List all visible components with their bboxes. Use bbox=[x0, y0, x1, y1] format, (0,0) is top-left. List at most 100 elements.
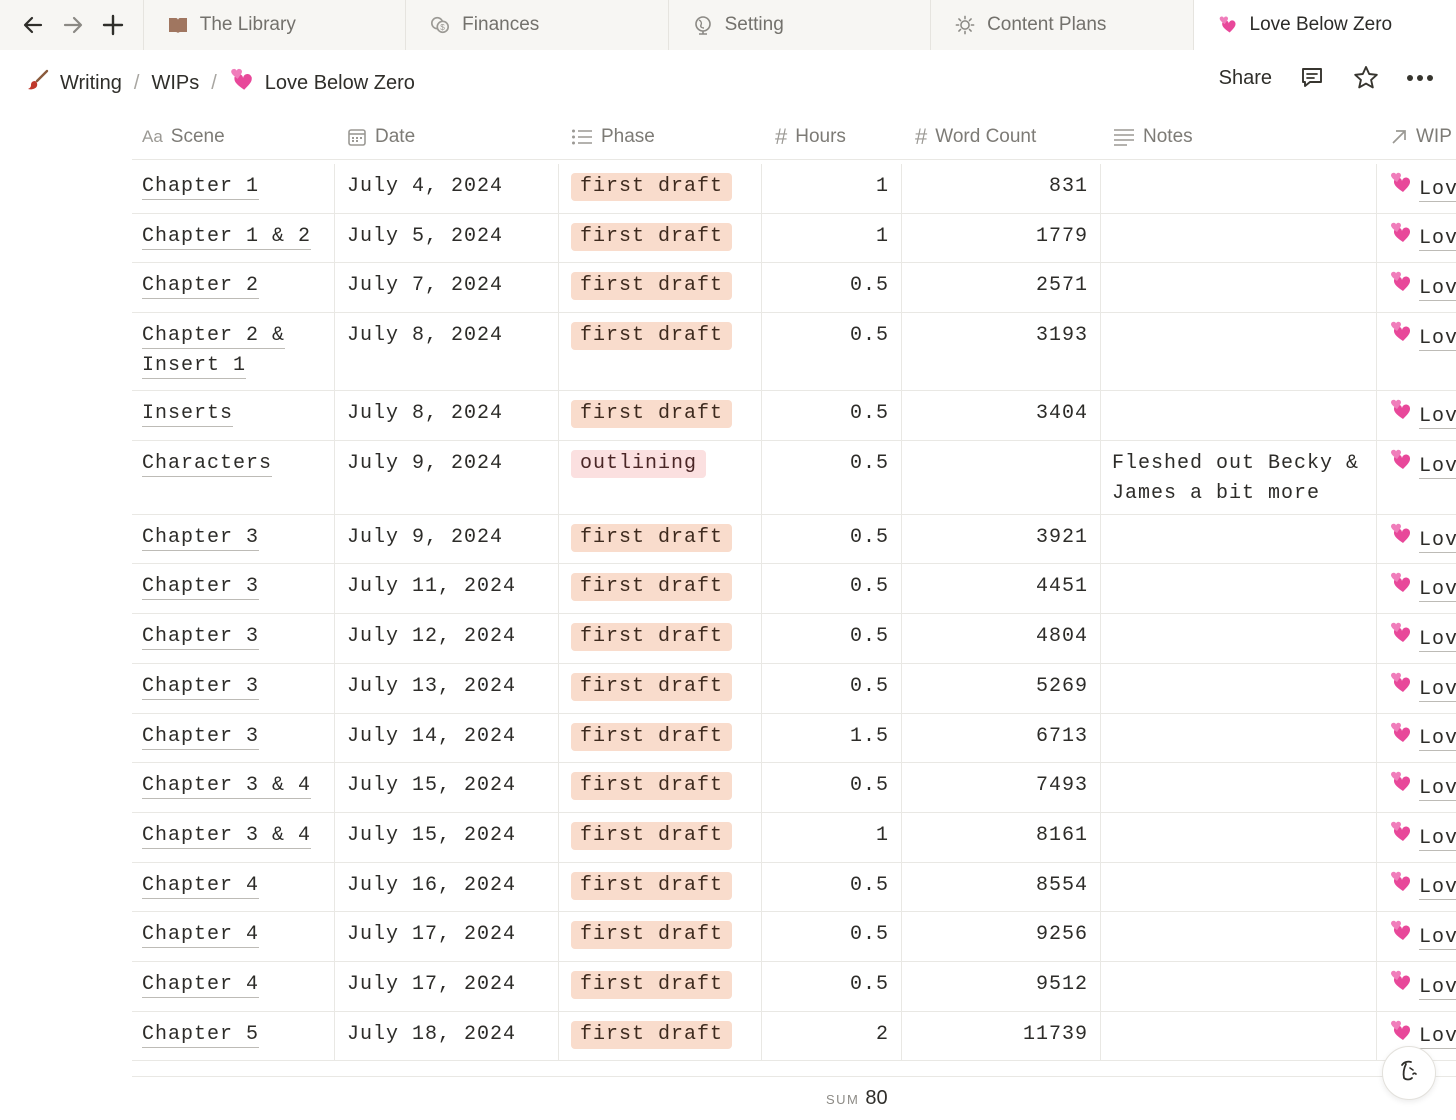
cell-date[interactable]: July 7, 2024 bbox=[335, 263, 559, 313]
cell-word-count[interactable]: 11739 bbox=[902, 1011, 1101, 1061]
cell-notes[interactable] bbox=[1101, 213, 1377, 263]
breadcrumb-item-love-below-zero[interactable]: Love Below Zero bbox=[229, 68, 415, 98]
cell-date[interactable]: July 9, 2024 bbox=[335, 514, 559, 564]
cell-phase[interactable]: first draft bbox=[559, 713, 762, 763]
cell-wip[interactable]: Lov bbox=[1377, 813, 1456, 862]
wip-link[interactable]: Lov bbox=[1419, 454, 1456, 479]
cell-wip[interactable]: Lov bbox=[1377, 714, 1456, 763]
cell-phase[interactable]: first draft bbox=[559, 763, 762, 812]
cell-scene[interactable]: Chapter 5 bbox=[132, 1011, 335, 1061]
cell-word-count[interactable]: 2571 bbox=[902, 263, 1101, 313]
table-row[interactable]: Characters July 9, 2024 outlining 0.5 Fleshe… bbox=[132, 440, 1456, 515]
cell-hours[interactable]: 0.5 bbox=[762, 663, 902, 713]
cell-word-count[interactable]: 4804 bbox=[902, 614, 1101, 663]
cell-wip[interactable]: Lov bbox=[1377, 614, 1456, 663]
cell-hours[interactable]: 0.5 bbox=[762, 912, 902, 961]
cell-word-count[interactable]: 3921 bbox=[902, 514, 1101, 564]
cell-scene[interactable]: Chapter 3 & 4 bbox=[132, 763, 335, 812]
cell-date[interactable]: July 4, 2024 bbox=[335, 164, 559, 213]
new-tab-plus-icon[interactable] bbox=[100, 12, 126, 38]
table-row[interactable]: Chapter 2 July 7, 2024 first draft 0.5 2571 L… bbox=[132, 263, 1456, 314]
table-row[interactable]: Chapter 1 July 4, 2024 first draft 1 831 Lov bbox=[132, 164, 1456, 214]
cell-scene[interactable]: Chapter 4 bbox=[132, 912, 335, 961]
cell-word-count[interactable]: 3404 bbox=[902, 391, 1101, 440]
table-row[interactable]: Chapter 2 & Insert 1 July 8, 2024 first dr… bbox=[132, 313, 1456, 392]
cell-scene[interactable]: Chapter 3 bbox=[132, 713, 335, 763]
table-row[interactable]: Chapter 3 & 4 July 15, 2024 first draft 1 81… bbox=[132, 812, 1456, 863]
scene-title[interactable]: Chapter 2 & Insert 1 bbox=[142, 324, 286, 380]
tab-love-below-zero[interactable]: Love Below Zero bbox=[1193, 0, 1456, 50]
scene-title[interactable]: Chapter 2 bbox=[142, 274, 260, 300]
cell-notes[interactable] bbox=[1101, 263, 1377, 313]
cell-date[interactable]: July 9, 2024 bbox=[335, 440, 559, 514]
column-header-notes[interactable]: Notes bbox=[1113, 114, 1193, 160]
wip-link[interactable]: Lov bbox=[1419, 1025, 1456, 1050]
cell-date[interactable]: July 14, 2024 bbox=[335, 713, 559, 763]
cell-notes[interactable] bbox=[1101, 812, 1377, 862]
cell-phase[interactable]: first draft bbox=[559, 391, 762, 440]
cell-scene[interactable]: Chapter 2 bbox=[132, 263, 335, 313]
column-header-date[interactable]: Date bbox=[347, 114, 415, 160]
cell-notes[interactable] bbox=[1101, 391, 1377, 440]
cell-date[interactable]: July 5, 2024 bbox=[335, 213, 559, 263]
cell-phase[interactable]: first draft bbox=[559, 862, 762, 912]
column-header-wip[interactable]: WIP bbox=[1390, 114, 1452, 160]
cell-date[interactable]: July 15, 2024 bbox=[335, 812, 559, 862]
cell-hours[interactable]: 0.5 bbox=[762, 391, 902, 440]
more-options-icon[interactable] bbox=[1406, 64, 1434, 92]
scene-title[interactable]: Chapter 4 bbox=[142, 972, 260, 998]
scene-title[interactable]: Chapter 4 bbox=[142, 923, 260, 949]
cell-notes[interactable] bbox=[1101, 614, 1377, 663]
cell-scene[interactable]: Inserts bbox=[132, 391, 335, 440]
cell-hours[interactable]: 1 bbox=[762, 812, 902, 862]
wip-link[interactable]: Lov bbox=[1419, 975, 1456, 1000]
wip-link[interactable]: Lov bbox=[1419, 227, 1456, 252]
cell-scene[interactable]: Chapter 4 bbox=[132, 862, 335, 912]
cell-wip[interactable]: Lov bbox=[1377, 564, 1456, 613]
cell-hours[interactable]: 0.5 bbox=[762, 862, 902, 912]
cell-word-count[interactable]: 8554 bbox=[902, 862, 1101, 912]
cell-hours[interactable]: 1 bbox=[762, 213, 902, 263]
cell-word-count[interactable] bbox=[902, 440, 1101, 514]
cell-date[interactable]: July 16, 2024 bbox=[335, 862, 559, 912]
cell-scene[interactable]: Chapter 1 & 2 bbox=[132, 213, 335, 263]
tab-finances[interactable]: $ Finances bbox=[406, 0, 669, 50]
cell-notes[interactable] bbox=[1101, 912, 1377, 961]
table-row[interactable]: Chapter 3 July 13, 2024 first draft 0.5 5269… bbox=[132, 663, 1456, 714]
cell-wip[interactable]: Lov bbox=[1377, 164, 1456, 213]
cell-notes[interactable] bbox=[1101, 313, 1377, 391]
cell-phase[interactable]: outlining bbox=[559, 440, 762, 514]
column-header-word-count[interactable]: # Word Count bbox=[915, 114, 1036, 160]
wip-link[interactable]: Lov bbox=[1419, 876, 1456, 901]
cell-hours[interactable]: 0.5 bbox=[762, 440, 902, 514]
cell-phase[interactable]: first draft bbox=[559, 213, 762, 263]
wip-link[interactable]: Lov bbox=[1419, 277, 1456, 302]
tab-content-plans[interactable]: Content Plans bbox=[931, 0, 1194, 50]
cell-phase[interactable]: first draft bbox=[559, 912, 762, 961]
cell-phase[interactable]: first draft bbox=[559, 514, 762, 564]
cell-phase[interactable]: first draft bbox=[559, 164, 762, 213]
cell-notes[interactable]: Fleshed out Becky & James a bit more bbox=[1101, 440, 1377, 514]
cell-date[interactable]: July 8, 2024 bbox=[335, 391, 559, 440]
cell-word-count[interactable]: 9256 bbox=[902, 912, 1101, 961]
column-header-hours[interactable]: # Hours bbox=[775, 114, 846, 160]
scene-title[interactable]: Chapter 3 bbox=[142, 724, 260, 750]
table-row[interactable]: Chapter 4 July 17, 2024 first draft 0.5 9512… bbox=[132, 961, 1456, 1012]
scene-title[interactable]: Inserts bbox=[142, 402, 234, 428]
cell-hours[interactable]: 0.5 bbox=[762, 564, 902, 614]
scene-title[interactable]: Chapter 3 & 4 bbox=[142, 823, 312, 849]
cell-word-count[interactable]: 6713 bbox=[902, 713, 1101, 763]
cell-date[interactable]: July 8, 2024 bbox=[335, 313, 559, 391]
cell-scene[interactable]: Chapter 3 bbox=[132, 514, 335, 564]
table-row[interactable]: Chapter 3 July 14, 2024 first draft 1.5 6713… bbox=[132, 713, 1456, 764]
cell-notes[interactable] bbox=[1101, 514, 1377, 564]
table-row[interactable]: Inserts July 8, 2024 first draft 0.5 3404 Lov bbox=[132, 391, 1456, 441]
cell-hours[interactable]: 1.5 bbox=[762, 713, 902, 763]
cell-word-count[interactable]: 7493 bbox=[902, 763, 1101, 812]
wip-link[interactable]: Lov bbox=[1419, 326, 1456, 351]
cell-hours[interactable]: 0.5 bbox=[762, 263, 902, 313]
cell-phase[interactable]: first draft bbox=[559, 313, 762, 391]
cell-scene[interactable]: Chapter 3 bbox=[132, 614, 335, 663]
cell-scene[interactable]: Chapter 3 & 4 bbox=[132, 812, 335, 862]
cell-scene[interactable]: Chapter 3 bbox=[132, 663, 335, 713]
